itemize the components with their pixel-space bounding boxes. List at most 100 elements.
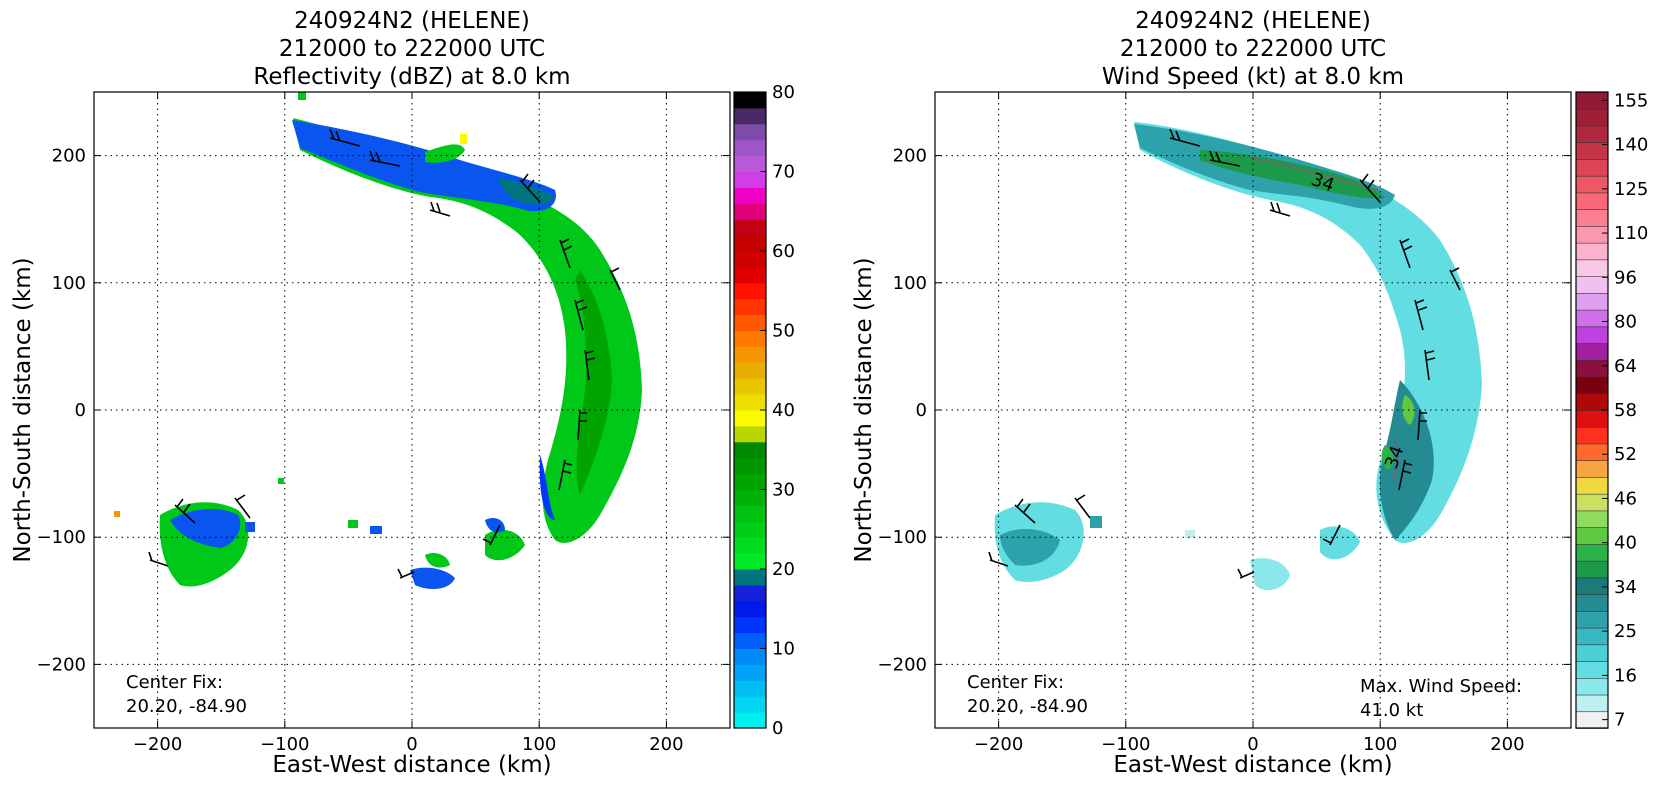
colorbar-swatch (1575, 175, 1609, 194)
colorbar-swatch (1575, 125, 1609, 144)
wind-speed-field: 34 34 (994, 122, 1482, 591)
colorbar-tick-label: 30 (772, 480, 795, 501)
wind-barb (174, 498, 196, 524)
colorbar-swatch (1575, 292, 1609, 311)
chart-title-line-3: Reflectivity (dBZ) at 8.0 km (253, 64, 570, 90)
colorbar-swatch (734, 505, 766, 522)
x-axis-label: East-West distance (km) (272, 752, 551, 778)
echo-cell-south-green (425, 553, 450, 568)
y-tick-label: 0 (916, 400, 927, 421)
wind-barb (988, 551, 1009, 567)
wind-barb (577, 409, 587, 441)
colorbar-swatch (734, 314, 766, 331)
wind-barb (1359, 173, 1381, 203)
axis-ticks: −200 −100 0 100 200 −200 −100 0 100 200 (878, 92, 1571, 755)
x-tick-label: 200 (649, 734, 683, 755)
colorbar-tick-label: 0 (772, 718, 783, 739)
wind-barb (1269, 201, 1291, 217)
colorbar-tick-label: 70 (772, 162, 795, 183)
colorbar-swatch (1575, 275, 1609, 294)
center-fix-value: 20.20, -84.90 (126, 696, 247, 717)
echo-cell-south (410, 567, 455, 590)
colorbar-swatch (1575, 426, 1609, 445)
colorbar-tick-label: 16 (1614, 665, 1637, 686)
echo-band-outer (293, 118, 642, 543)
colorbar-swatch (1575, 593, 1609, 612)
colorbar-swatch (1575, 543, 1609, 562)
wind-barb (1449, 267, 1461, 291)
reflectivity-field (114, 92, 642, 590)
colorbar: 7 16 25 34 40 46 52 58 64 80 96 110 125 140 155 (1575, 90, 1648, 731)
wind-speed-panel: 240924N2 (HELENE) 212000 to 222000 UTC W… (851, 8, 1648, 778)
colorbar-swatch (1575, 392, 1609, 411)
chart-title-line-1: 240924N2 (HELENE) (1135, 8, 1371, 34)
plot-area: −200 −100 0 100 200 −200 −100 0 100 200 (878, 91, 1572, 755)
colorbar-swatch (734, 123, 766, 141)
wind-barb (519, 173, 541, 203)
wind-barb (1424, 349, 1436, 381)
chart-title-line-1: 240924N2 (HELENE) (294, 8, 530, 34)
colorbar-tick-label: 80 (772, 82, 795, 103)
max-wind-value: 41.0 kt (1360, 700, 1423, 721)
colorbar-tick-label: 60 (772, 241, 795, 262)
colorbar-tick-label: 125 (1614, 179, 1648, 200)
wind-barb (1417, 409, 1427, 441)
colorbar-swatch (1575, 309, 1609, 328)
wind-barb (559, 238, 573, 269)
x-tick-label: 0 (1247, 734, 1258, 755)
colorbar-tick-label: 58 (1614, 400, 1637, 421)
wind-34kt-contour-south (1391, 439, 1399, 481)
wind-barb (329, 128, 361, 147)
colorbar-swatch (734, 251, 766, 268)
chart-title-line-3: Wind Speed (kt) at 8.0 km (1102, 64, 1404, 90)
echo-speck-top (298, 92, 306, 100)
wind-barb (1169, 128, 1201, 147)
colorbar-swatch (734, 346, 766, 363)
colorbar-swatch (734, 219, 766, 236)
x-tick-label: 0 (406, 734, 417, 755)
echo-speck-blue (245, 522, 255, 532)
wind-band-green (1200, 150, 1385, 199)
y-tick-label: 0 (75, 400, 86, 421)
wind-cell-south-2 (1320, 526, 1360, 560)
colorbar-tick-label: 34 (1614, 577, 1637, 598)
wind-barb (1074, 494, 1091, 519)
colorbar-swatch (734, 235, 766, 252)
wind-cell-south (1250, 558, 1290, 591)
center-fix-label: Center Fix: (126, 672, 223, 693)
x-tick-label: 200 (1490, 734, 1524, 755)
wind-barb (1414, 299, 1428, 331)
x-tick-label: −200 (133, 734, 182, 755)
colorbar-swatch (734, 680, 766, 697)
colorbar-swatch (734, 362, 766, 379)
y-tick-label: 200 (52, 146, 86, 167)
echo-cell-top (425, 144, 465, 163)
center-fix-label: Center Fix: (967, 672, 1064, 693)
colorbar-swatch (1575, 627, 1609, 646)
wind-34kt-contour (1249, 157, 1379, 191)
colorbar-swatch (734, 600, 766, 618)
colorbar-tick-label: 25 (1614, 621, 1637, 642)
colorbar-swatch (1575, 409, 1609, 428)
colorbar-swatch (734, 521, 766, 538)
echo-band-teal (539, 455, 555, 520)
colorbar-swatch (1575, 694, 1609, 713)
wind-speck-2 (1185, 530, 1195, 538)
wind-barb (1398, 459, 1413, 491)
x-axis-label: East-West distance (km) (1113, 752, 1392, 778)
wind-barb (482, 524, 501, 546)
wind-speck (1090, 516, 1102, 528)
colorbar-swatch (1575, 225, 1609, 244)
colorbar-swatch (734, 616, 766, 634)
echo-speck-east-2 (348, 520, 358, 528)
colorbar-tick-label: 140 (1614, 135, 1648, 156)
x-tick-label: 100 (522, 734, 556, 755)
wind-barbs-overlay (148, 128, 621, 579)
y-tick-label: −200 (37, 654, 86, 675)
wind-barb (609, 267, 621, 291)
colorbar: 0 10 20 30 40 50 60 70 80 (733, 82, 795, 739)
colorbar-swatch (734, 187, 766, 204)
colorbar-swatch (734, 664, 766, 681)
colorbar-swatch (734, 569, 766, 586)
colorbar-swatch (734, 203, 766, 220)
